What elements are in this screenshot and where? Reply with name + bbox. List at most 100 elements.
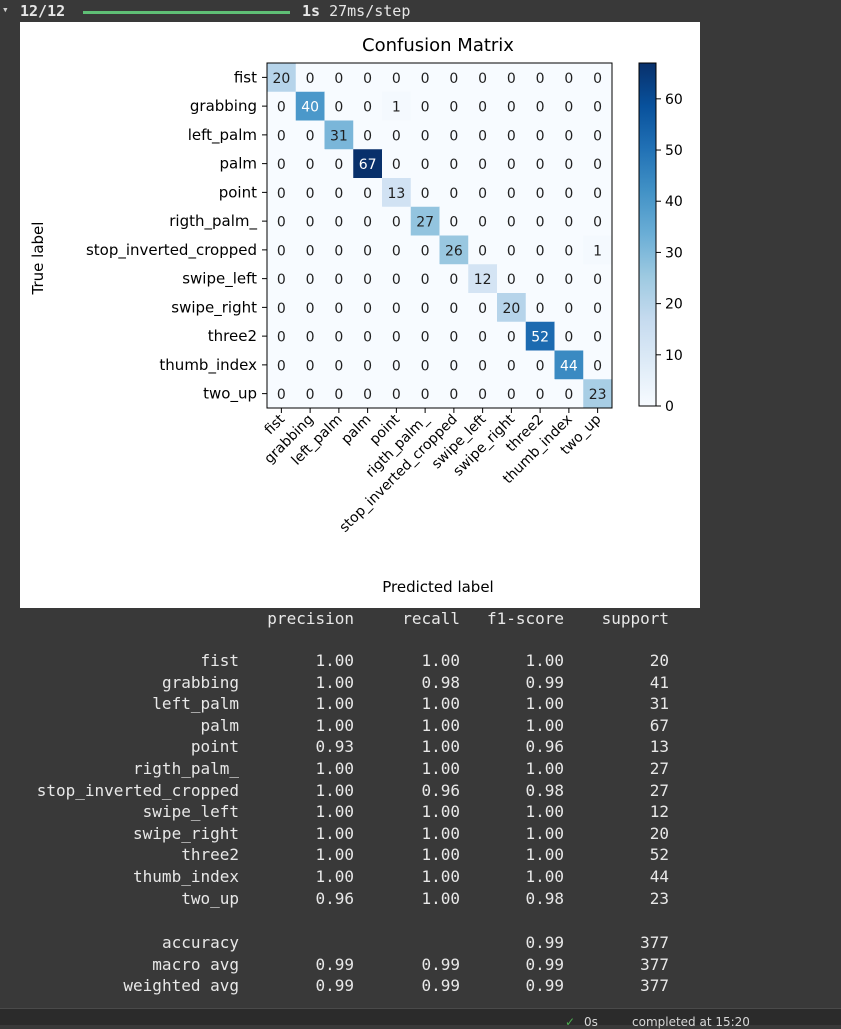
matrix-cell: [353, 120, 383, 150]
matrix-cell: [439, 350, 469, 380]
report-recall: 1.00: [421, 889, 460, 908]
cell-value: 0: [564, 71, 573, 87]
report-support: 377: [640, 933, 669, 952]
cell-value: 0: [564, 301, 573, 317]
matrix-cell: [324, 264, 354, 294]
matrix-cell: [554, 235, 584, 265]
report-precision: 1.00: [315, 673, 354, 692]
cell-value: 0: [334, 301, 343, 317]
cell-value: 0: [421, 243, 430, 259]
report-precision: 1.00: [315, 716, 354, 735]
matrix-cell: [324, 321, 354, 351]
y-tick-label: three2: [208, 327, 257, 345]
cell-value: 0: [277, 301, 286, 317]
matrix-cell: [267, 350, 297, 380]
confusion-matrix-figure: Confusion Matrix Predicted label True la…: [20, 22, 700, 608]
cell-value: 0: [421, 186, 430, 202]
matrix-cell: [295, 379, 325, 409]
cell-value: 0: [363, 330, 372, 346]
matrix-cell: [295, 120, 325, 150]
report-f1: 1.00: [525, 824, 564, 843]
cell-value: 0: [478, 243, 487, 259]
matrix-cell: [324, 178, 354, 208]
matrix-cell: [554, 63, 584, 93]
cell-value: 0: [593, 128, 602, 144]
matrix-cell: [497, 235, 527, 265]
cell-value: 0: [507, 128, 516, 144]
cell-value: 0: [507, 71, 516, 87]
cell-value: 0: [478, 215, 487, 231]
matrix-cell: [410, 63, 440, 93]
report-recall: 0.99: [421, 955, 460, 974]
colorbar-tick-label: 0: [665, 399, 674, 415]
report-support: 44: [649, 867, 669, 886]
report-support: 12: [649, 802, 669, 821]
matrix-cell: [497, 178, 527, 208]
cell-value: 0: [334, 330, 343, 346]
report-precision: 1.00: [315, 759, 354, 778]
matrix-cell: [468, 63, 498, 93]
y-tick-label: rigth_palm_: [169, 212, 257, 231]
report-support: 377: [640, 955, 669, 974]
matrix-cell: [439, 206, 469, 236]
cell-value: 0: [536, 215, 545, 231]
cell-value: 0: [478, 71, 487, 87]
report-precision: 0.96: [315, 889, 354, 908]
cell-value: 0: [536, 157, 545, 173]
report-support: 23: [649, 889, 669, 908]
matrix-cell: [468, 235, 498, 265]
matrix-cell: [468, 149, 498, 179]
cell-value: 0: [478, 301, 487, 317]
matrix-cell: [468, 206, 498, 236]
matrix-cell: [439, 264, 469, 294]
report-f1: 0.98: [525, 889, 564, 908]
cell-value: 0: [277, 358, 286, 374]
cell-value: 0: [421, 301, 430, 317]
matrix-cell: [353, 321, 383, 351]
cell-value: 0: [334, 157, 343, 173]
matrix-cell: [525, 379, 555, 409]
matrix-cell: [468, 350, 498, 380]
report-precision: 0.99: [315, 976, 354, 995]
cell-value: 0: [449, 128, 458, 144]
cell-value: 12: [474, 272, 492, 288]
matrix-cell: [295, 149, 325, 179]
cell-value: 26: [445, 243, 463, 259]
cell-value: 0: [306, 243, 315, 259]
matrix-cell: [382, 63, 412, 93]
report-recall: 0.96: [421, 781, 460, 800]
cell-value: 20: [272, 71, 290, 87]
matrix-cell: [382, 235, 412, 265]
matrix-cell: [382, 293, 412, 323]
matrix-cell: [583, 235, 613, 265]
matrix-cell: [439, 63, 469, 93]
report-precision: 1.00: [315, 824, 354, 843]
matrix-cell: [353, 206, 383, 236]
matrix-cell: [554, 206, 584, 236]
cell-value: 0: [363, 387, 372, 403]
cell-value: 0: [449, 100, 458, 116]
report-row-label: two_up: [181, 889, 239, 908]
cell-value: 0: [507, 272, 516, 288]
matrix-cell: [525, 120, 555, 150]
collapse-chevron-icon[interactable]: ▾: [2, 3, 9, 16]
matrix-cell: [295, 206, 325, 236]
report-row-label: three2: [181, 845, 239, 864]
report-support: 31: [649, 694, 669, 713]
cell-value: 0: [593, 330, 602, 346]
matrix-cell: [324, 235, 354, 265]
report-precision: 0.93: [315, 737, 354, 756]
cell-value: 0: [593, 71, 602, 87]
cell-value: 0: [306, 387, 315, 403]
cell-value: 0: [507, 215, 516, 231]
report-recall: 1.00: [421, 737, 460, 756]
cell-value: 0: [334, 243, 343, 259]
report-f1: 0.99: [525, 933, 564, 952]
progress-total-time: 1s: [302, 2, 321, 20]
matrix-cell: [324, 63, 354, 93]
matrix-cell: [439, 235, 469, 265]
report-f1: 0.99: [525, 976, 564, 995]
y-tick-label: swipe_right: [171, 298, 257, 317]
matrix-cell: [554, 321, 584, 351]
matrix-cell: [267, 91, 297, 121]
